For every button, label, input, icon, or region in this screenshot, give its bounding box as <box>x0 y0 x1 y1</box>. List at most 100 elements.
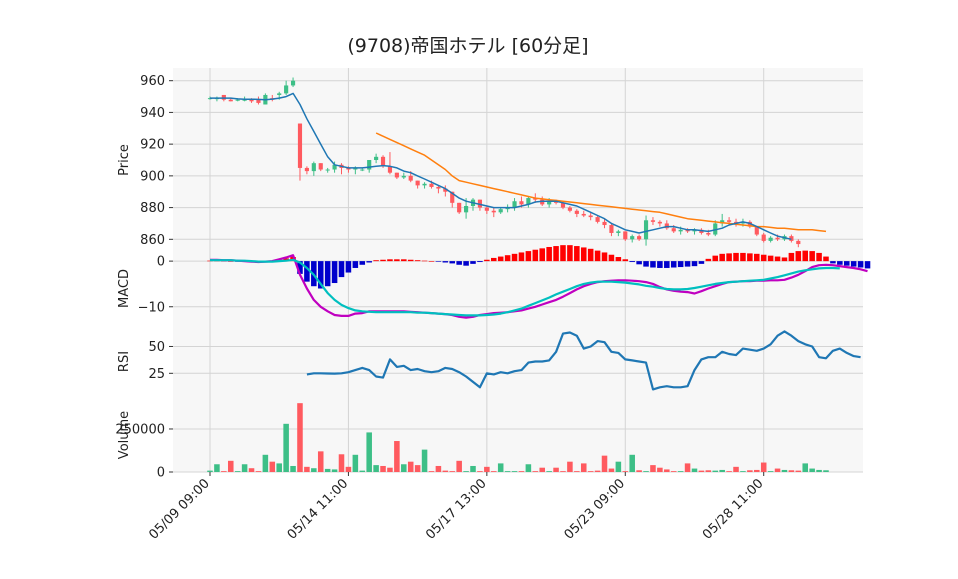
volume-bar <box>366 432 372 472</box>
macd-histogram-bar <box>788 252 795 262</box>
candle-body <box>505 207 510 210</box>
macd-histogram-bar <box>297 261 303 274</box>
volume-bar <box>670 471 677 472</box>
candle-body <box>533 198 538 200</box>
candle-body <box>657 221 662 224</box>
candle-body <box>512 201 517 208</box>
volume-bar <box>234 471 241 472</box>
candle-body <box>450 191 455 203</box>
macd-histogram-bar <box>677 261 684 268</box>
volume-bar <box>324 468 331 472</box>
rsi-ylabel: RSI <box>117 351 132 372</box>
x-tick-label: 05/23 09:00 <box>562 476 629 543</box>
candle-body <box>678 229 683 232</box>
candle-body <box>671 228 676 232</box>
macd-histogram-bar <box>546 246 552 262</box>
volume-bar <box>608 468 615 472</box>
volume-bar <box>338 454 345 472</box>
candle-body <box>304 167 309 172</box>
candle-body <box>650 220 656 222</box>
macd-ytick-label: 0 <box>157 255 165 270</box>
volume-bar <box>594 470 601 472</box>
macd-histogram-bar <box>850 261 857 267</box>
macd-histogram-bar <box>601 252 608 262</box>
candle-body <box>560 202 566 208</box>
x-tick-label: 05/28 11:00 <box>700 476 767 543</box>
volume-bar <box>421 449 428 472</box>
macd-histogram-bar <box>691 261 698 267</box>
volume-bar <box>684 463 691 472</box>
candle-body <box>616 231 621 233</box>
candle-body <box>346 167 351 170</box>
x-tick-label: 05/09 09:00 <box>146 476 213 543</box>
candle-body <box>595 217 600 222</box>
macd-panel: 0 −10 MACD <box>117 245 871 325</box>
candle-body <box>761 234 766 241</box>
candle-body <box>581 213 586 216</box>
candle-body <box>443 188 448 192</box>
volume-bar <box>373 465 379 472</box>
volume-bar <box>221 471 227 472</box>
candle-body <box>768 237 773 241</box>
volume-bar <box>518 471 525 472</box>
price-ytick-label: 940 <box>140 106 165 121</box>
candle-body <box>387 166 393 173</box>
volume-bar <box>227 460 234 472</box>
candle-body <box>685 229 690 232</box>
volume-bar <box>615 461 622 472</box>
candle-body <box>630 236 635 240</box>
candle-body <box>297 123 303 168</box>
macd-histogram-bar <box>407 259 414 262</box>
volume-bar <box>553 467 559 472</box>
macd-histogram-bar <box>491 257 497 262</box>
macd-histogram-bar <box>857 261 864 268</box>
volume-background <box>173 398 863 472</box>
volume-bar <box>754 469 760 472</box>
rsi-panel: 25 50 RSI <box>117 325 863 398</box>
price-ytick-label: 960 <box>140 74 165 89</box>
price-ylabel: Price <box>117 144 132 176</box>
price-ytick-label: 900 <box>140 169 165 184</box>
candle-body <box>498 209 503 213</box>
macd-histogram-bar <box>345 261 352 273</box>
volume-bar <box>511 471 518 472</box>
macd-histogram-bar <box>338 261 345 278</box>
volume-bar <box>442 470 449 472</box>
macd-histogram-bar <box>317 261 324 289</box>
volume-bar <box>497 463 504 472</box>
macd-histogram-bar <box>511 253 518 262</box>
macd-histogram-bar <box>387 259 393 262</box>
candle-body <box>221 94 226 100</box>
candle-body <box>394 172 399 178</box>
volume-bar <box>394 441 400 472</box>
volume-bar <box>241 464 248 472</box>
volume-bar <box>719 469 725 472</box>
macd-histogram-bar <box>795 251 802 262</box>
volume-bar <box>774 468 781 472</box>
volume-ytick-label: 250000 <box>115 422 165 437</box>
macd-histogram-bar <box>657 261 663 268</box>
candle-body <box>228 99 233 102</box>
volume-bar <box>580 463 587 472</box>
volume-bar <box>435 465 442 472</box>
macd-histogram-bar <box>580 247 587 262</box>
price-ytick-label: 880 <box>140 201 165 216</box>
volume-bar <box>643 471 649 472</box>
volume-bar <box>380 465 386 472</box>
price-ytick-label: 920 <box>140 138 165 153</box>
volume-bar <box>428 471 435 472</box>
candle-body <box>588 215 593 218</box>
volume-bar <box>657 467 663 472</box>
candle-body <box>720 220 725 224</box>
volume-bar <box>574 471 580 472</box>
volume-bar <box>207 470 213 472</box>
volume-bar <box>733 466 739 472</box>
candle-body <box>623 231 628 240</box>
volume-ytick-label: 0 <box>157 466 165 481</box>
macd-histogram-bar <box>622 259 629 262</box>
candle-body <box>311 163 316 172</box>
x-axis: 05/09 09:00 05/14 11:00 05/17 13:00 05/23 0… <box>146 472 767 543</box>
volume-bar <box>276 463 282 472</box>
candle-body <box>290 80 296 86</box>
